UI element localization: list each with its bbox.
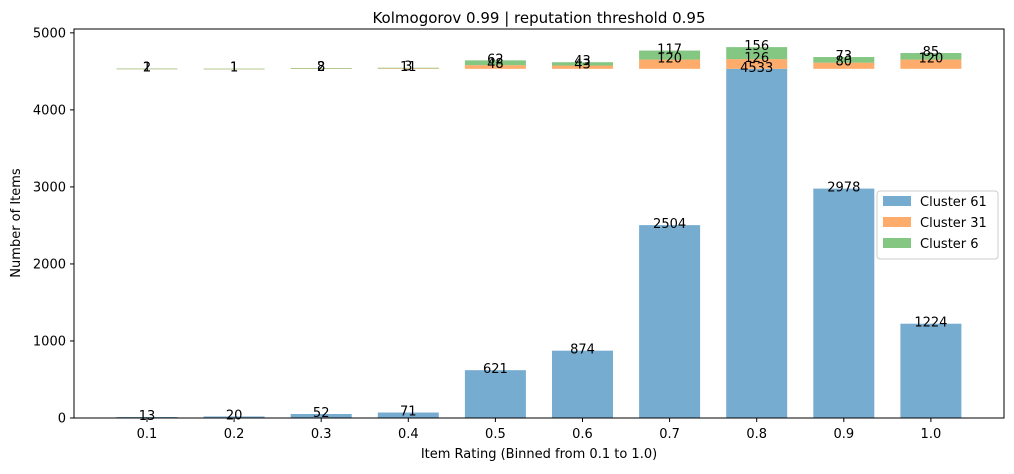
bar-cluster-6-0.3: [290, 68, 352, 69]
x-tick-label-1.0: 1.0: [921, 427, 942, 442]
x-tick-label-0.1: 0.1: [137, 427, 158, 442]
x-axis: 0.1 0.2 0.3 0.4 0.5 0.6 0.7 0.8 0.9 1.0: [137, 418, 942, 442]
y-tick-label-0: 0: [58, 412, 66, 427]
legend-swatch-cluster-6: [883, 238, 911, 248]
bar-cluster-31-0.8: [726, 59, 788, 69]
x-tick-label-0.5: 0.5: [485, 427, 506, 442]
y-axis-label: Number of Items: [9, 168, 24, 278]
y-tick-label-5000: 5000: [33, 26, 66, 41]
data-label-cluster-31-0.5: 48: [487, 57, 504, 72]
legend-entries: Cluster 61 Cluster 31 Cluster 6: [883, 195, 987, 252]
bar-cluster-6-0.5: [464, 60, 526, 66]
data-label-cluster-6-0.7: 117: [657, 43, 682, 58]
bar-cluster-31-0.6: [552, 65, 613, 69]
bar-cluster-31-0.9: [813, 62, 875, 69]
bar-cluster-61-0.4: [377, 412, 439, 418]
legend-swatch-cluster-31: [883, 217, 911, 227]
data-label-cluster-31-0.2: 1: [230, 61, 238, 76]
bar-cluster-6-0.1: [116, 68, 178, 70]
bar-cluster-31-0.7: [639, 59, 701, 69]
data-label-cluster-6-0.6: 43: [574, 54, 591, 69]
data-label-cluster-31-0.4: 11: [400, 60, 417, 75]
x-tick-label-0.3: 0.3: [311, 427, 332, 442]
x-axis-label: Item Rating (Binned from 0.1 to 1.0): [421, 447, 657, 462]
data-label-cluster-31-0.9: 80: [836, 55, 853, 70]
data-label-cluster-31-0.1: 2: [143, 61, 151, 76]
legend: Cluster 61 Cluster 31 Cluster 6: [876, 190, 999, 260]
x-tick-label-0.9: 0.9: [833, 427, 854, 442]
legend-swatch-cluster-61: [883, 196, 911, 206]
data-label-cluster-61-0.5: 621: [483, 362, 508, 377]
bar-cluster-31-0.5: [464, 65, 526, 69]
data-label-cluster-6-0.3: 2: [317, 60, 325, 75]
y-tick-label-2000: 2000: [33, 257, 66, 272]
bar-cluster-6-0.8: [726, 47, 788, 60]
plot-frame: [73, 28, 1005, 419]
data-label-cluster-61-0.9: 2978: [827, 181, 860, 196]
data-label-cluster-61-0.4: 71: [400, 405, 417, 420]
x-tick-label-0.2: 0.2: [224, 427, 245, 442]
bar-cluster-61-0.3: [290, 413, 352, 418]
bar-cluster-31-0.4: [377, 67, 439, 69]
x-tick-label-0.4: 0.4: [398, 427, 419, 442]
data-label-cluster-61-0.2: 20: [226, 408, 243, 423]
data-label-cluster-6-0.5: 62: [487, 52, 504, 67]
bar-cluster-61-0.7: [639, 225, 701, 418]
y-tick-label-4000: 4000: [33, 103, 66, 118]
bar-cluster-31-1.0: [900, 59, 962, 69]
y-axis: 0 1000 2000 3000 4000 5000: [33, 26, 74, 427]
bar-cluster-61-0.9: [813, 188, 875, 418]
bar-cluster-6-1.0: [900, 53, 962, 60]
data-label-cluster-31-0.8: 126: [744, 51, 769, 66]
data-label-cluster-6-0.8: 156: [744, 39, 769, 54]
x-tick-label-0.7: 0.7: [659, 427, 680, 442]
data-label-cluster-61-0.8: 4533: [740, 61, 773, 76]
data-label-cluster-6-0.4: 3: [404, 60, 412, 75]
y-tick-label-3000: 3000: [33, 180, 66, 195]
data-label-cluster-61-0.1: 13: [139, 409, 156, 424]
y-tick-label-1000: 1000: [33, 334, 66, 349]
legend-label-cluster-61: Cluster 61: [920, 195, 987, 210]
data-label-cluster-61-0.3: 52: [313, 406, 330, 421]
data-label-cluster-61-0.6: 874: [570, 343, 595, 358]
bar-cluster-61-0.5: [464, 370, 526, 418]
x-tick-label-0.6: 0.6: [572, 427, 593, 442]
bar-cluster-6-0.4: [377, 67, 439, 69]
bars-layer: [116, 47, 962, 419]
data-label-cluster-61-1.0: 1224: [914, 316, 947, 331]
bar-cluster-61-0.8: [726, 68, 788, 419]
data-label-cluster-6-1.0: 85: [923, 45, 940, 60]
bar-cluster-61-1.0: [900, 323, 962, 418]
bar-cluster-6-0.9: [813, 57, 875, 63]
data-label-cluster-31-0.7: 120: [657, 52, 682, 67]
data-label-cluster-6-0.9: 73: [836, 49, 853, 64]
data-label-cluster-6-0.1: 1: [143, 61, 151, 76]
bar-cluster-6-0.6: [552, 62, 613, 66]
data-labels-layer: 1321201152827111362148628744343250412011…: [139, 39, 948, 424]
bar-cluster-61-0.1: [116, 416, 178, 418]
chart-title: Kolmogorov 0.99 | reputation threshold 0…: [372, 9, 705, 27]
legend-label-cluster-6: Cluster 6: [920, 237, 979, 252]
x-tick-label-0.8: 0.8: [746, 427, 767, 442]
bar-cluster-6-0.7: [639, 50, 701, 60]
data-label-cluster-31-0.6: 43: [574, 58, 591, 73]
bar-cluster-61-0.2: [203, 416, 265, 418]
data-label-cluster-31-1.0: 120: [918, 52, 943, 67]
data-label-cluster-6-0.2: 1: [230, 61, 238, 76]
legend-label-cluster-31: Cluster 31: [920, 216, 987, 231]
bar-cluster-6-0.2: [203, 68, 265, 70]
bar-cluster-61-0.6: [552, 350, 613, 418]
data-label-cluster-31-0.3: 8: [317, 60, 325, 75]
data-label-cluster-61-0.7: 2504: [653, 217, 686, 232]
